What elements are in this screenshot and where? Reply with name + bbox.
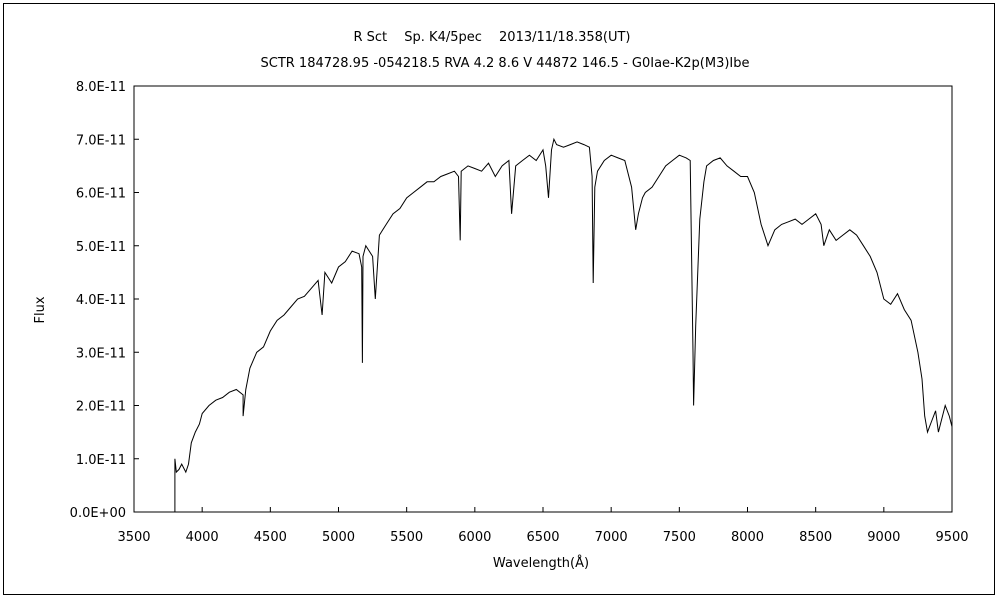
y-axis: 0.0E+00 1.0E-11 2.0E-11 3.0E-11 4.0E-11 5.0E-… — [70, 80, 139, 521]
x-tick-label: 8000 — [731, 530, 764, 545]
y-tick-label: 7.0E-11 — [76, 133, 126, 148]
x-tick-label: 5500 — [390, 530, 423, 545]
x-axis-label: Wavelength(Å) — [493, 555, 589, 571]
y-tick-label: 5.0E-11 — [76, 240, 126, 255]
chart-title: R Sct Sp. K4/5pec 2013/11/18.358(UT) — [353, 30, 630, 45]
x-tick-label: 6500 — [526, 530, 559, 545]
y-tick-label: 0.0E+00 — [70, 506, 126, 521]
x-axis: 3500 4000 4500 5000 5500 6000 6500 7000 7500 8000… — [117, 507, 969, 545]
x-tick-label: 8500 — [799, 530, 832, 545]
chart-subtitle: SCTR 184728.95 -054218.5 RVA 4.2 8.6 V 4… — [260, 56, 749, 71]
x-tick-label: 9000 — [867, 530, 900, 545]
x-tick-label: 6000 — [458, 530, 491, 545]
y-tick-label: 4.0E-11 — [76, 293, 126, 308]
y-tick-label: 3.0E-11 — [76, 346, 126, 361]
x-tick-label: 7500 — [663, 530, 696, 545]
y-tick-label: 2.0E-11 — [76, 400, 126, 415]
y-axis-label: Flux — [33, 296, 48, 323]
y-tick-label: 8.0E-11 — [76, 80, 126, 95]
y-tick-label: 6.0E-11 — [76, 187, 126, 202]
x-tick-label: 7000 — [595, 530, 628, 545]
x-tick-label: 4500 — [254, 530, 287, 545]
x-tick-label: 5000 — [322, 530, 355, 545]
y-tick-label: 1.0E-11 — [76, 453, 126, 468]
x-tick-label: 9500 — [935, 530, 968, 545]
spectrum-line — [174, 137, 953, 512]
x-tick-label: 3500 — [117, 530, 150, 545]
x-tick-label: 4000 — [186, 530, 219, 545]
chart-frame — [3, 3, 995, 595]
